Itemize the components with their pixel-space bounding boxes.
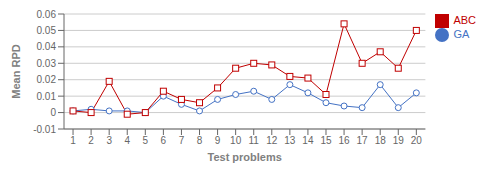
svg-text:Test problems: Test problems xyxy=(208,151,282,163)
svg-text:20: 20 xyxy=(411,135,423,146)
svg-text:11: 11 xyxy=(249,135,260,146)
svg-text:14: 14 xyxy=(302,135,314,146)
svg-text:0.03: 0.03 xyxy=(37,58,57,69)
svg-text:12: 12 xyxy=(266,135,278,146)
html-text:ABC: ABC xyxy=(453,14,476,26)
svg-text:6: 6 xyxy=(161,135,167,146)
svg-text:Mean RPD: Mean RPD xyxy=(10,44,22,98)
svg-text:18: 18 xyxy=(375,135,387,146)
svg-text:0: 0 xyxy=(50,107,56,118)
svg-text:16: 16 xyxy=(339,135,351,146)
svg-text:8: 8 xyxy=(197,135,203,146)
svg-text:0.02: 0.02 xyxy=(37,74,57,85)
svg-text:19: 19 xyxy=(393,135,405,146)
svg-text:1: 1 xyxy=(70,135,76,146)
svg-text:3: 3 xyxy=(106,135,112,146)
svg-text:17: 17 xyxy=(357,135,369,146)
svg-text:5: 5 xyxy=(143,135,149,146)
svg-text:0.06: 0.06 xyxy=(37,9,57,20)
svg-text:2: 2 xyxy=(88,135,94,146)
svg-text:0.05: 0.05 xyxy=(37,25,57,36)
svg-text:15: 15 xyxy=(320,135,332,146)
svg-text:10: 10 xyxy=(230,135,242,146)
svg-text:13: 13 xyxy=(284,135,296,146)
svg-text:0.01: 0.01 xyxy=(37,91,57,102)
svg-text:0.04: 0.04 xyxy=(37,41,57,52)
svg-text:4: 4 xyxy=(124,135,130,146)
svg-text:9: 9 xyxy=(215,135,221,146)
html-text:GA: GA xyxy=(453,28,470,41)
svg-text:7: 7 xyxy=(179,135,185,146)
svg-text:-0.01: -0.01 xyxy=(33,124,56,135)
